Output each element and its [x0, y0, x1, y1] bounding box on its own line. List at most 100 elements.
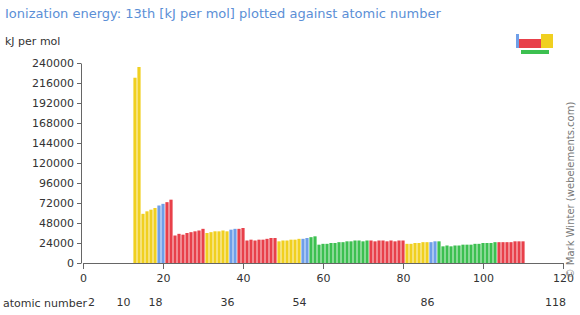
- x-period-axis: 21018365486118: [88, 296, 566, 309]
- y-axis: 0240004800072000960001200001440001680001…: [32, 57, 82, 270]
- y-tick-label: 24000: [39, 237, 74, 250]
- x-tick: 40: [237, 263, 251, 285]
- bar: [253, 241, 256, 264]
- bar: [161, 204, 164, 263]
- bar: [169, 200, 172, 263]
- bar: [481, 243, 484, 263]
- bar: [141, 214, 144, 263]
- bar: [413, 243, 416, 263]
- y-tick-mark: [77, 103, 81, 104]
- y-tick-label: 240000: [32, 57, 74, 70]
- bar: [261, 240, 264, 263]
- x-period-label: 10: [117, 296, 131, 309]
- bar: [257, 240, 260, 263]
- bar: [181, 235, 184, 263]
- bar: [357, 241, 360, 264]
- bar: [281, 241, 284, 264]
- bar: [457, 246, 460, 264]
- bar: [365, 241, 368, 264]
- y-tick-mark: [77, 263, 81, 264]
- x-tick-label: 20: [157, 272, 171, 285]
- bar: [293, 240, 296, 263]
- bar: [505, 242, 508, 263]
- bar: [277, 241, 280, 263]
- bar: [341, 242, 344, 263]
- bar: [173, 236, 176, 264]
- x-period-tick: 2: [88, 296, 95, 309]
- y-axis-title: kJ per mol: [5, 35, 60, 48]
- x-tick-mark: [483, 263, 484, 269]
- bar: [497, 242, 500, 263]
- x-tick: 80: [397, 263, 411, 285]
- bar: [217, 231, 220, 263]
- y-axis-line: [81, 64, 82, 264]
- x-tick: 60: [317, 263, 331, 285]
- bar: [441, 246, 444, 263]
- y-tick: 96000: [39, 177, 81, 190]
- bar: [477, 244, 480, 263]
- y-tick: 168000: [32, 117, 81, 130]
- x-tick-mark: [403, 263, 404, 269]
- y-tick-label: 192000: [32, 97, 74, 110]
- bar: [409, 244, 412, 263]
- bar: [417, 243, 420, 263]
- bar: [209, 232, 212, 263]
- bar: [229, 230, 232, 263]
- y-tick: 120000: [32, 157, 81, 170]
- bar: [193, 231, 196, 263]
- bar: [473, 244, 476, 263]
- bar: [133, 78, 136, 263]
- x-axis: 020406080100120: [80, 263, 574, 285]
- bar: [501, 242, 504, 263]
- y-tick-mark: [77, 63, 81, 64]
- bar: [241, 228, 244, 263]
- bar: [369, 241, 372, 264]
- bar: [313, 236, 316, 263]
- x-period-label: 36: [221, 296, 235, 309]
- y-tick-label: 216000: [32, 77, 74, 90]
- x-period-label: 18: [149, 296, 163, 309]
- bar: [445, 246, 448, 264]
- y-tick: 216000: [32, 77, 81, 90]
- bar: [317, 245, 320, 263]
- y-tick-mark: [77, 163, 81, 164]
- x-period-tick: 86: [421, 296, 435, 309]
- bar: [205, 233, 208, 263]
- bar: [145, 211, 148, 263]
- x-tick-mark: [243, 263, 244, 269]
- bar: [285, 241, 288, 264]
- x-tick-label: 60: [317, 272, 331, 285]
- x-period-tick: 36: [221, 296, 235, 309]
- bar: [489, 243, 492, 263]
- x-axis-title: atomic number: [3, 297, 88, 310]
- bar: [393, 241, 396, 263]
- bar: [521, 241, 524, 263]
- bar: [157, 206, 160, 264]
- bar: [493, 242, 496, 263]
- bar: [449, 246, 452, 263]
- bar: [353, 241, 356, 264]
- x-period-label: 118: [545, 296, 566, 309]
- x-tick-label: 40: [237, 272, 251, 285]
- y-tick-label: 48000: [39, 217, 74, 230]
- bar: [373, 241, 376, 263]
- x-tick-label: 0: [80, 272, 87, 285]
- bar: [345, 241, 348, 263]
- bar: [437, 241, 440, 263]
- bar: [213, 231, 216, 263]
- icon-block: [541, 34, 553, 48]
- bar: [249, 240, 252, 263]
- y-tick-mark: [77, 143, 81, 144]
- x-tick-mark: [163, 263, 164, 269]
- bar: [509, 242, 512, 263]
- x-tick: 100: [473, 263, 494, 285]
- chart: Ionization energy: 13th [kJ per mol] plo…: [0, 0, 580, 315]
- bar: [245, 241, 248, 264]
- bar: [405, 244, 408, 263]
- legend-icon: [516, 34, 553, 54]
- bar: [289, 240, 292, 263]
- bar: [321, 244, 324, 263]
- y-tick-mark: [77, 203, 81, 204]
- bar: [273, 238, 276, 263]
- bar: [381, 241, 384, 264]
